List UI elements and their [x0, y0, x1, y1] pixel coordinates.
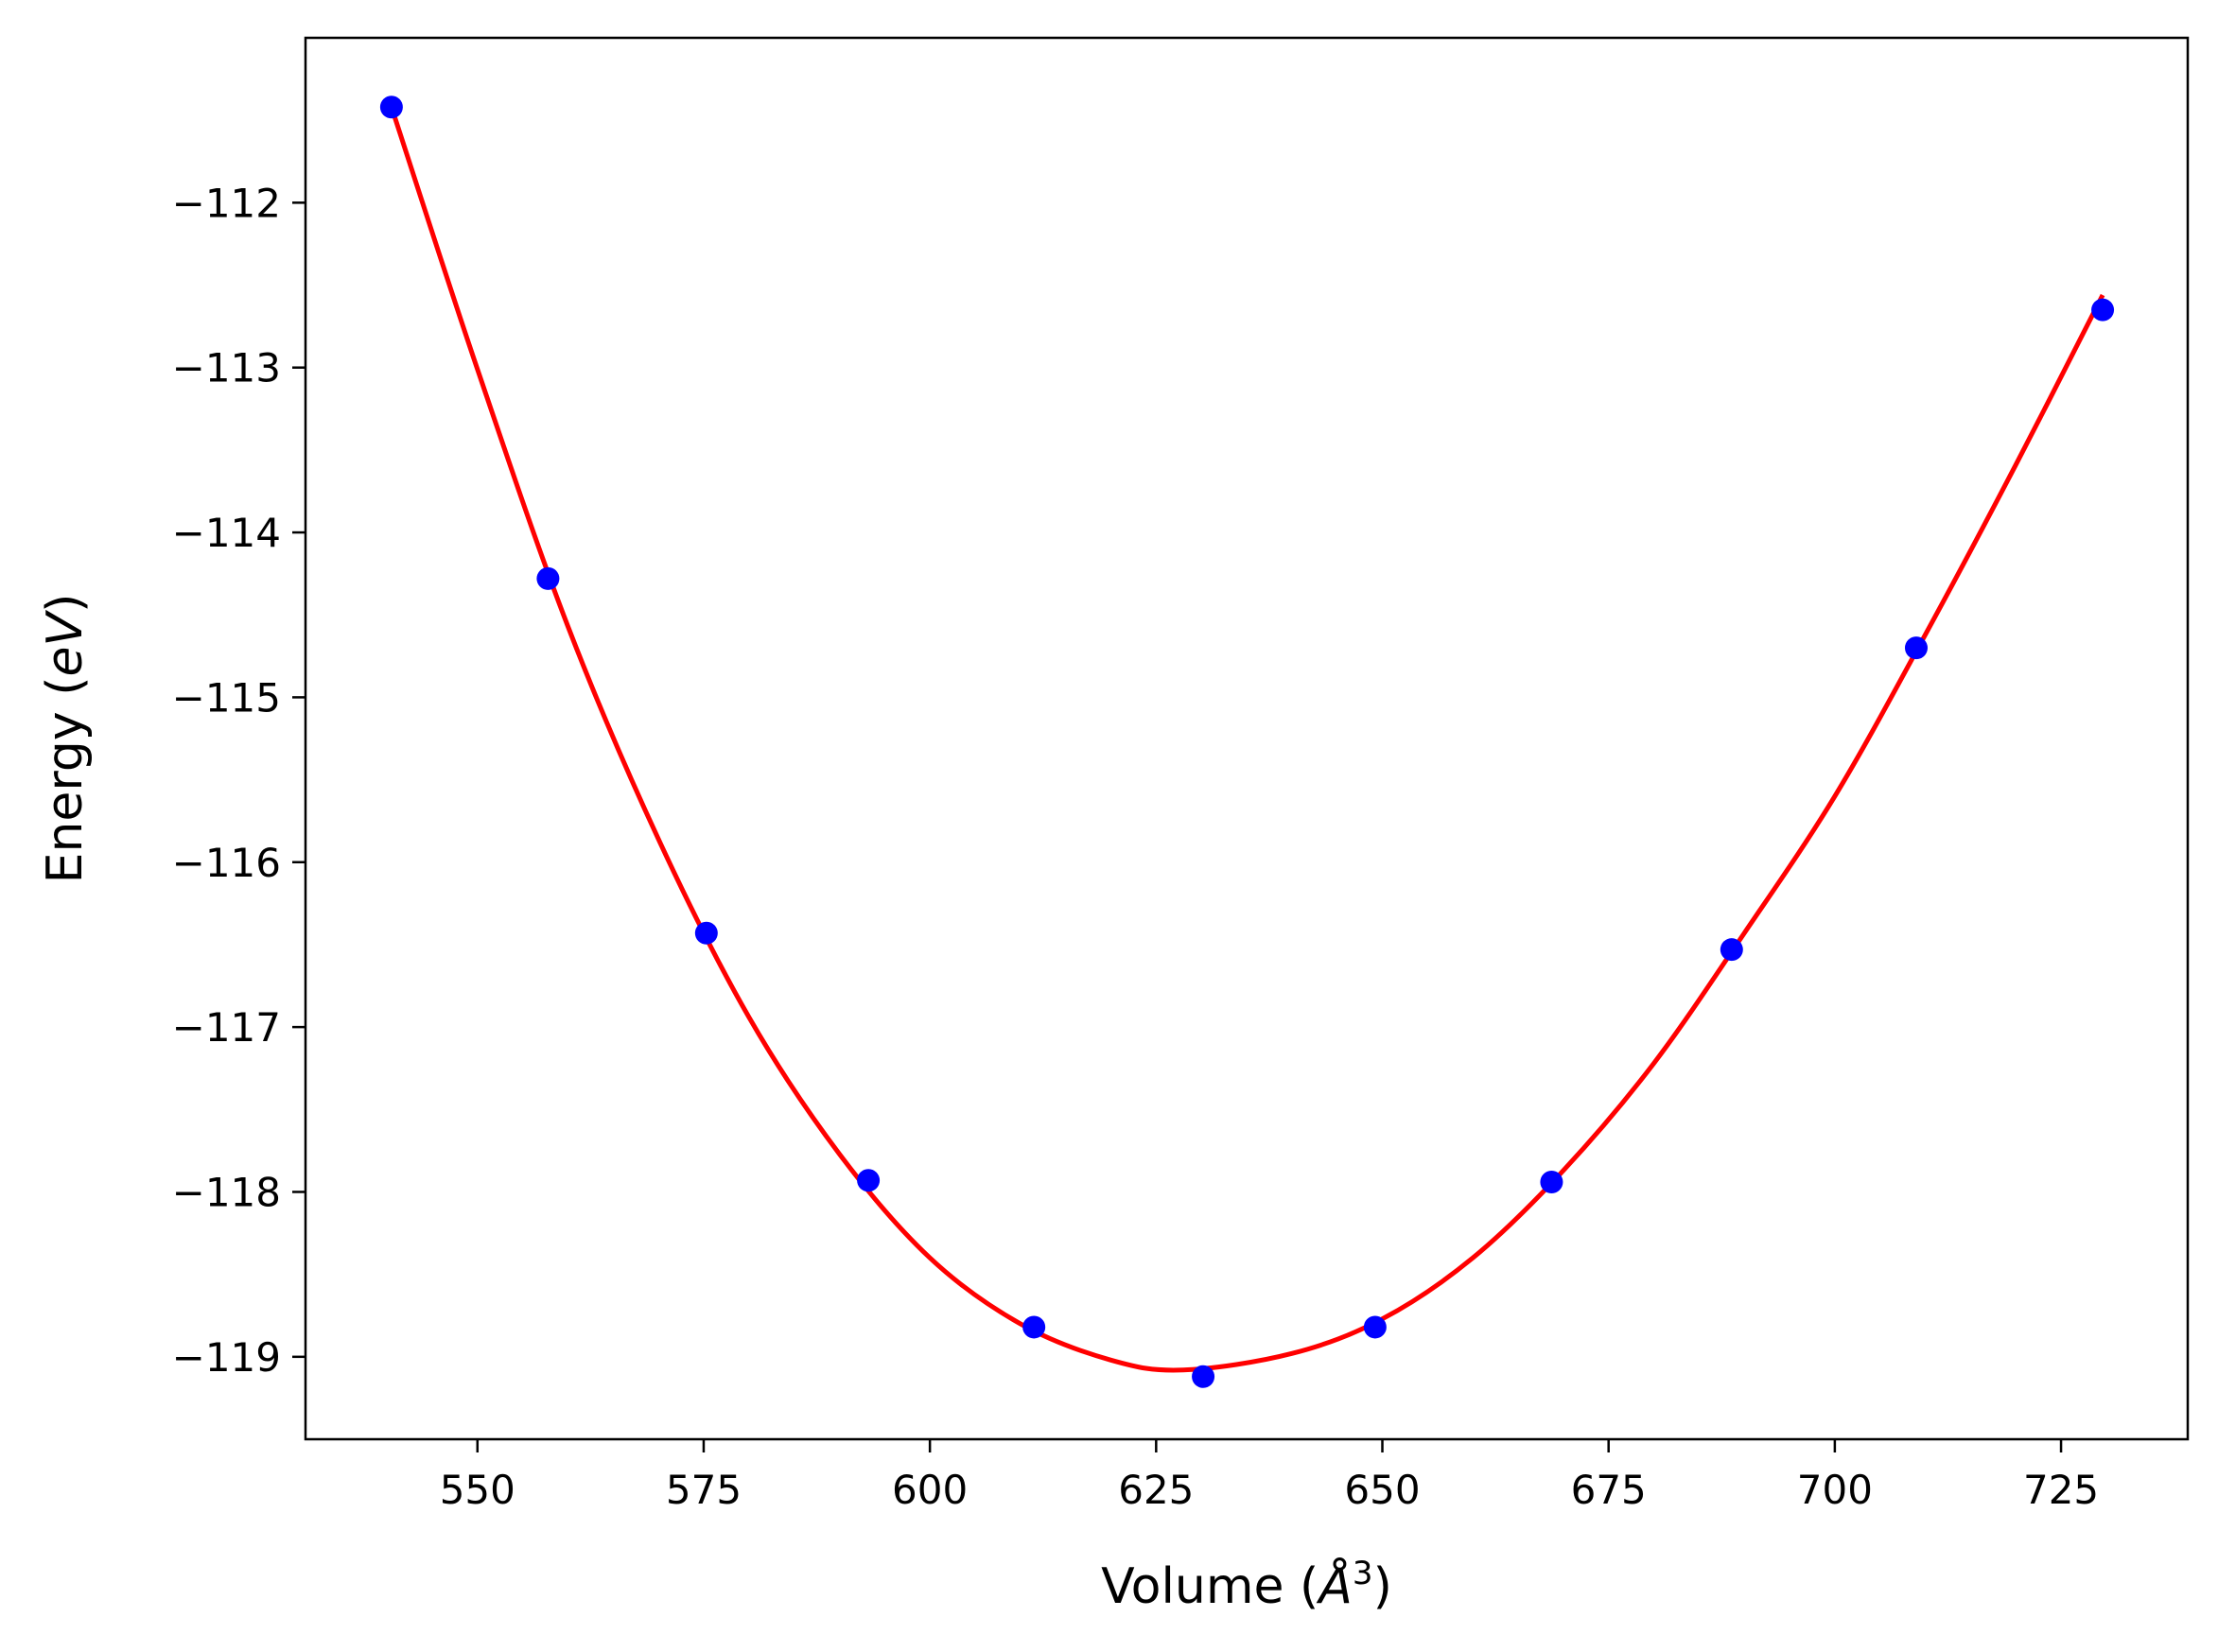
y-axis-title: Energy (eV) [37, 594, 94, 884]
data-points-series [379, 96, 2115, 1388]
y-tick-label: −112 [172, 180, 281, 226]
y-tick-label: −119 [172, 1334, 281, 1381]
x-tick-label: 650 [1344, 1467, 1420, 1513]
x-axis-title: Volume (Å3) [1101, 1555, 1392, 1615]
data-point [1540, 1171, 1563, 1194]
plot-frame [304, 36, 2190, 1441]
y-tick-label: −114 [172, 510, 281, 556]
x-tick-label: 575 [666, 1467, 742, 1513]
data-point [1720, 938, 1743, 962]
data-point [536, 566, 560, 590]
plot-area [306, 38, 2188, 1439]
x-tick-label: 550 [440, 1467, 515, 1513]
data-point [1192, 1365, 1215, 1388]
x-tick-label: 725 [2023, 1467, 2099, 1513]
x-tick-label: 700 [1797, 1467, 1873, 1513]
data-point [1363, 1315, 1387, 1339]
x-tick-label: 600 [892, 1467, 968, 1513]
data-point [1022, 1315, 1046, 1339]
x-axis-ticks: 550 575 600 625 650 675 700 725 [440, 1439, 2099, 1513]
data-point [1904, 636, 1928, 660]
y-tick-label: −113 [172, 345, 281, 391]
data-point [2091, 298, 2115, 322]
data-point [694, 921, 718, 945]
y-tick-label: −115 [172, 674, 281, 721]
data-point [857, 1169, 881, 1192]
y-tick-label: −117 [172, 1004, 281, 1051]
y-axis-ticks: −112 −113 −114 −115 −116 −117 −118 −119 [172, 180, 306, 1381]
data-point [379, 96, 403, 119]
x-tick-label: 675 [1571, 1467, 1647, 1513]
x-tick-label: 625 [1118, 1467, 1194, 1513]
y-tick-label: −116 [172, 840, 281, 886]
y-tick-label: −118 [172, 1169, 281, 1215]
